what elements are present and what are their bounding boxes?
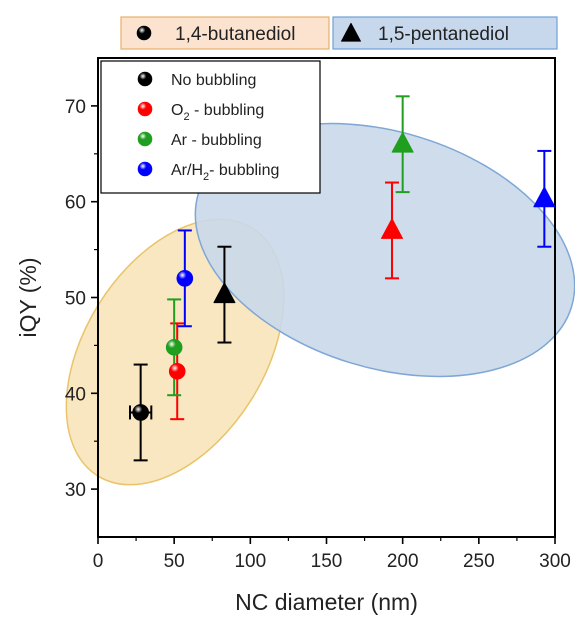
data-points	[132, 132, 556, 421]
data-point	[132, 404, 149, 421]
legend-marker	[137, 71, 153, 87]
data-point	[168, 362, 186, 380]
legend-label-pentanediol: 1,5-pentanediol	[378, 24, 509, 45]
legend-marker	[137, 101, 153, 117]
x-tick-label: 300	[539, 551, 571, 572]
legend-marker-pentanediol	[341, 22, 361, 42]
solvent-legend-butanediol: 1,4-butanediol	[120, 16, 330, 50]
legend-box-pentanediol	[332, 16, 558, 50]
x-tick-label: 0	[93, 551, 104, 572]
legend-label: O2 - bubbling	[171, 102, 264, 123]
y-tick-label: 60	[65, 193, 86, 214]
legend-marker	[137, 131, 153, 147]
legend-box	[100, 60, 321, 194]
solvent-legend-pentanediol: 1,5-pentanediol	[332, 16, 558, 50]
legend-label: Ar - bubbling	[171, 132, 262, 149]
legend-label: No bubbling	[171, 72, 256, 89]
x-tick-label: 200	[387, 551, 419, 572]
y-tick-label: 40	[65, 384, 86, 405]
y-tick-label: 50	[65, 289, 86, 310]
axes: 0 50 100 150 200 250 300 30 40 50 60 70 NC diameter …	[15, 57, 571, 615]
x-tick-label: 100	[234, 551, 266, 572]
data-point	[176, 270, 194, 287]
legend-box-butanediol	[120, 16, 330, 50]
x-tick-label: 150	[311, 551, 343, 572]
data-point	[213, 282, 236, 304]
y-tick-label: 30	[65, 480, 86, 501]
x-axis-label: NC diameter (nm)	[235, 589, 418, 615]
data-point	[381, 218, 404, 239]
legend-label-butanediol: 1,4-butanediol	[175, 24, 295, 45]
y-tick-label: 70	[65, 97, 86, 118]
x-tick-label: 250	[463, 551, 495, 572]
x-tick-label: 50	[164, 551, 185, 572]
solvent-legend: 1,4-butanediol 1,5-pentanediol	[120, 16, 558, 50]
legend-marker-butanediol	[136, 25, 152, 41]
legend-marker	[137, 161, 153, 177]
treatment-legend: No bubbling O2 - bubbling Ar - bubbling Ar/…	[100, 60, 321, 194]
data-point	[165, 339, 183, 356]
y-axis-label: iQY (%)	[15, 257, 41, 337]
legend-label: Ar/H2- bubbling	[171, 162, 279, 183]
data-point	[391, 132, 414, 153]
data-point	[533, 186, 556, 208]
